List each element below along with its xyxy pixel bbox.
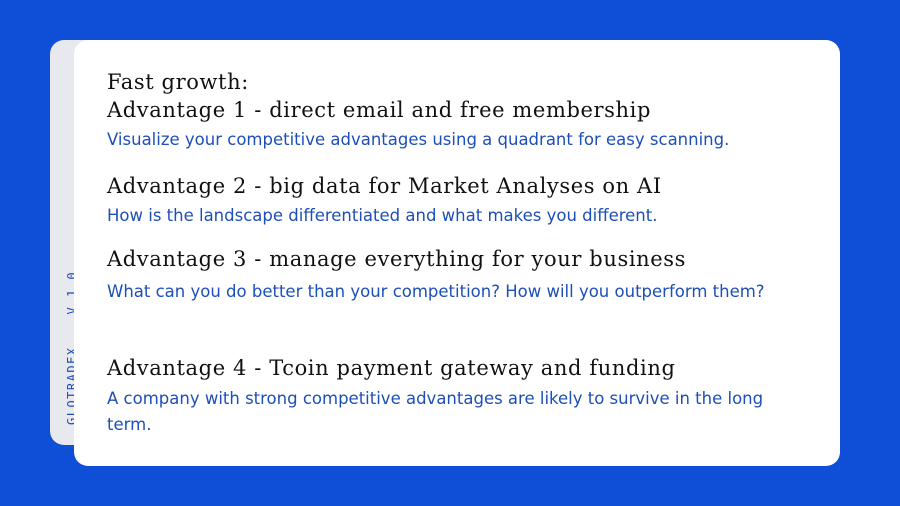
advantage-4-description: A company with strong competitive advant… [107, 389, 764, 434]
advantage-1-title: Advantage 1 - direct email and free memb… [107, 98, 652, 122]
advantage-1-description: Visualize your competitive advantages us… [107, 130, 730, 149]
advantage-3-description: What can you do better than your competi… [107, 282, 765, 301]
slide-title: Fast growth: [107, 70, 249, 94]
advantage-2-title: Advantage 2 - big data for Market Analys… [107, 174, 662, 198]
advantage-2-description: How is the landscape differentiated and … [107, 206, 658, 225]
content-card: Fast growth: Advantage 1 - direct email … [74, 40, 840, 466]
advantage-3-title: Advantage 3 - manage everything for your… [107, 247, 687, 271]
advantage-4-title: Advantage 4 - Tcoin payment gateway and … [107, 356, 676, 380]
